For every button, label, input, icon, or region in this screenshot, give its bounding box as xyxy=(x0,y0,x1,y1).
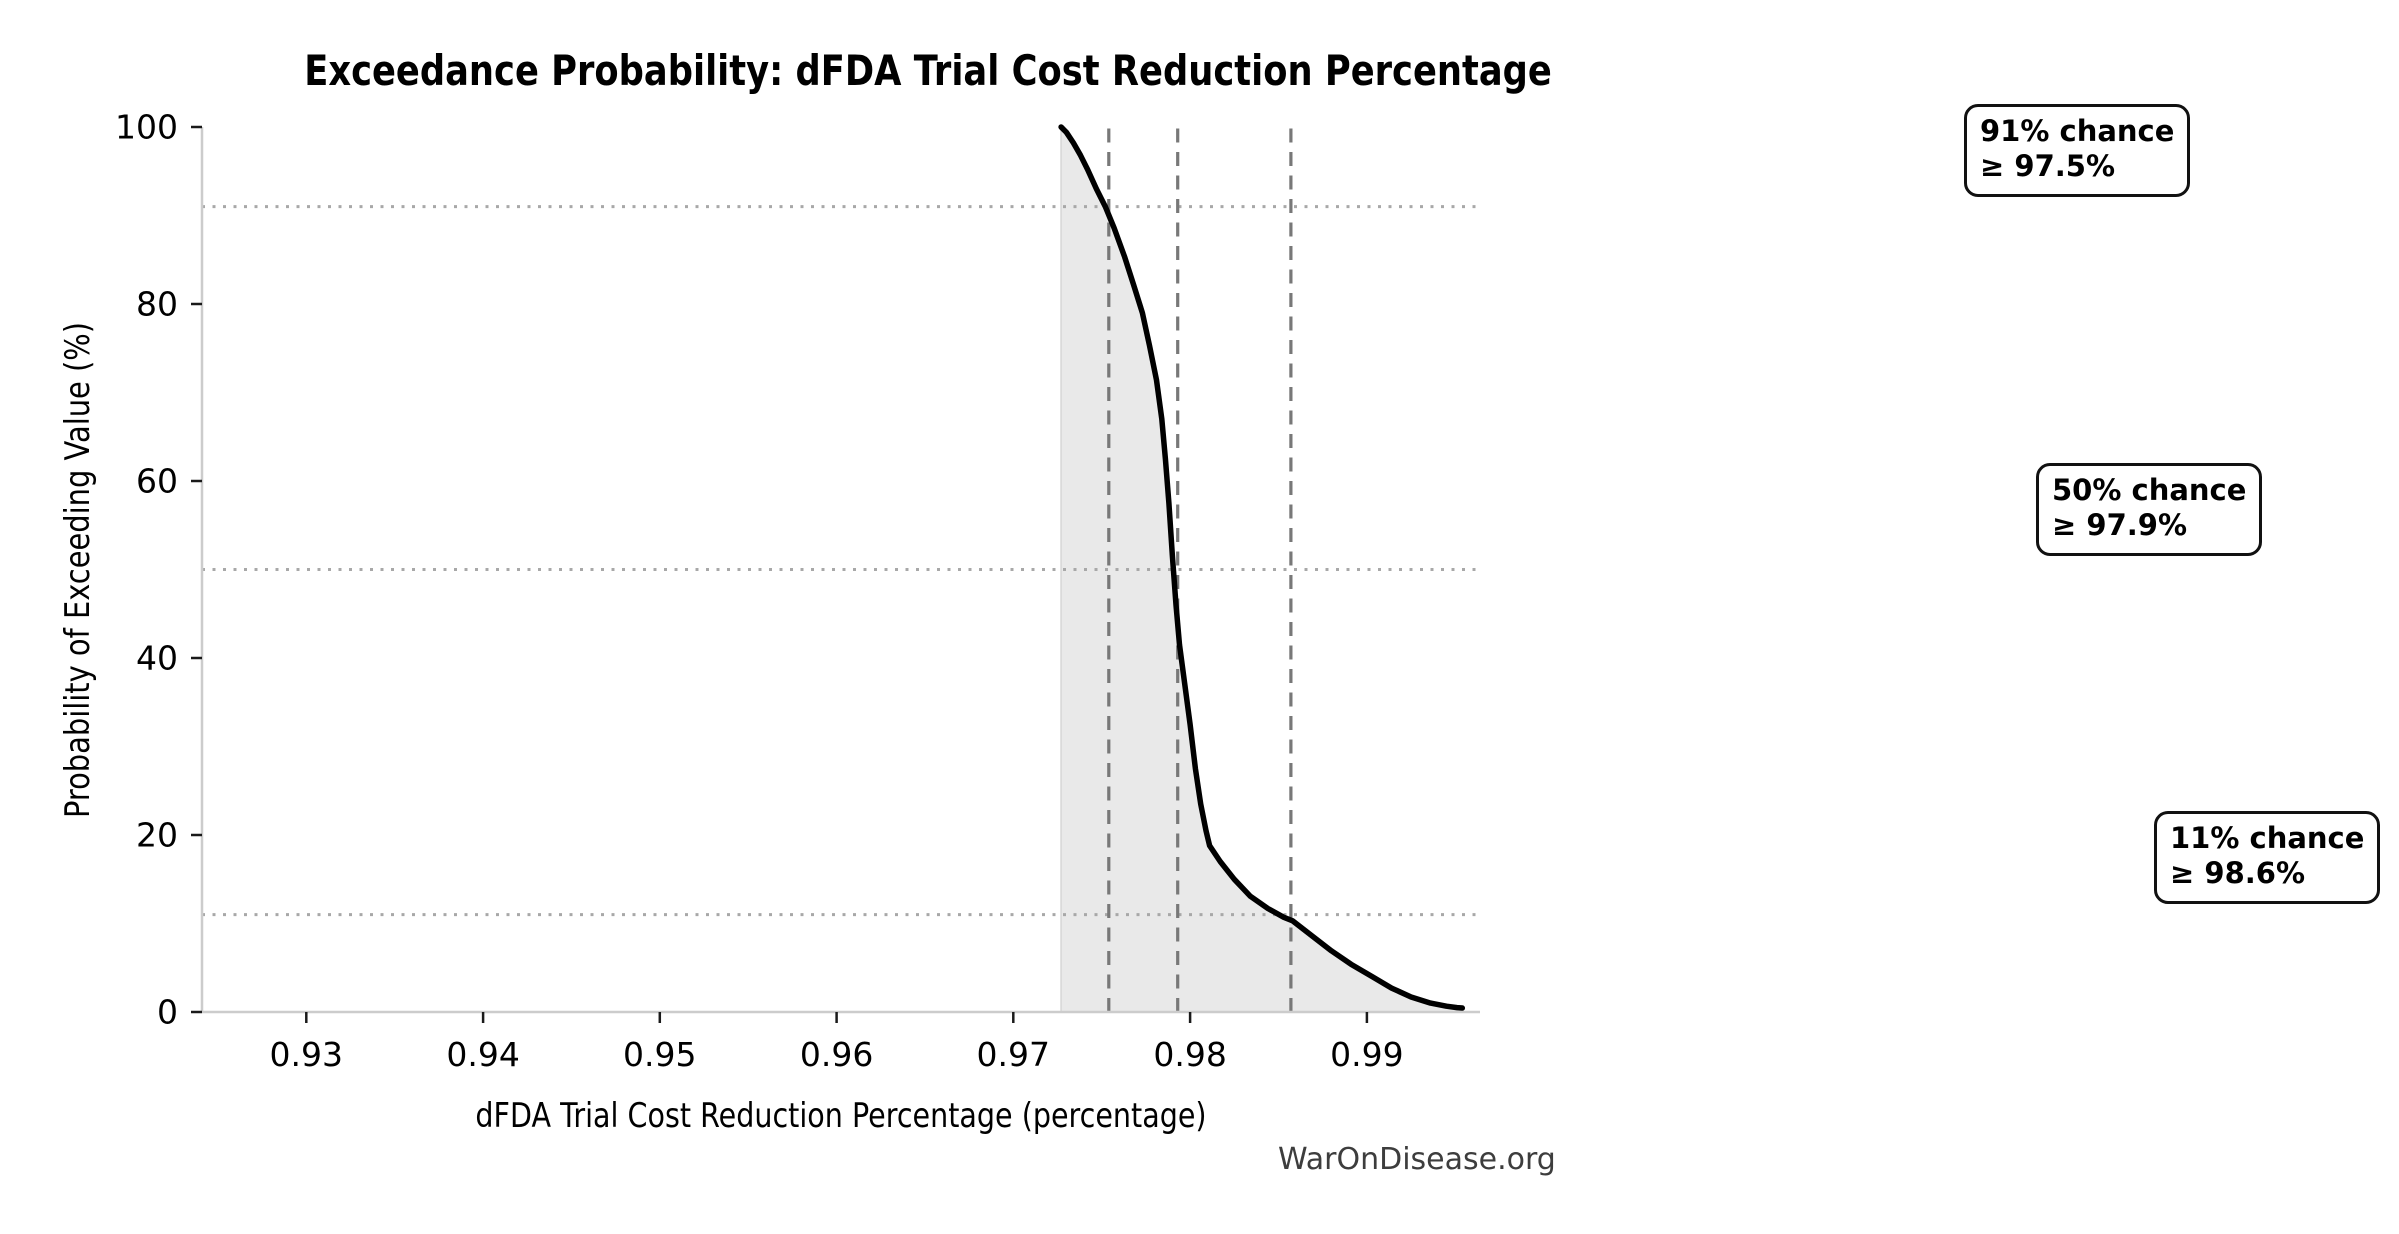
callout-50-line2: ≥ 97.9% xyxy=(2052,508,2188,543)
callout-91-line2: ≥ 97.5% xyxy=(1980,149,2116,184)
y-tick-label: 80 xyxy=(136,285,178,324)
x-tick-label: 0.98 xyxy=(1153,1035,1226,1074)
y-tick-label: 100 xyxy=(115,108,178,147)
callout-50-line1: 50% chance xyxy=(2052,473,2247,507)
x-tick-label: 0.97 xyxy=(977,1035,1050,1074)
y-tick-label: 60 xyxy=(136,462,178,501)
callout-91-line1: 91% chance xyxy=(1980,114,2175,148)
callout-91-percent: 91% chance ≥ 97.5% xyxy=(1964,104,2191,197)
callout-50-percent: 50% chance ≥ 97.9% xyxy=(2036,463,2263,556)
callout-11-percent: 11% chance ≥ 98.6% xyxy=(2154,811,2381,904)
chart-title: Exceedance Probability: dFDA Trial Cost … xyxy=(304,46,1552,95)
y-tick-label: 40 xyxy=(136,639,178,678)
callout-11-line1: 11% chance xyxy=(2170,821,2365,855)
callout-11-line2: ≥ 98.6% xyxy=(2170,856,2306,891)
x-tick-label: 0.96 xyxy=(800,1035,873,1074)
exceedance-curve xyxy=(1058,124,1466,1011)
y-axis-label: Probability of Exceeding Value (%) xyxy=(58,321,98,819)
exceedance-fill-area xyxy=(1061,127,1463,1012)
x-tick-label: 0.99 xyxy=(1330,1035,1403,1074)
watermark-text: WarOnDisease.org xyxy=(1278,1142,1556,1177)
x-tick-label: 0.93 xyxy=(270,1035,343,1074)
x-tick-label: 0.95 xyxy=(623,1035,696,1074)
x-tick-label: 0.94 xyxy=(446,1035,519,1074)
y-tick-label: 20 xyxy=(136,816,178,855)
y-tick-label: 0 xyxy=(157,993,178,1032)
x-axis-label: dFDA Trial Cost Reduction Percentage (pe… xyxy=(475,1096,1207,1136)
